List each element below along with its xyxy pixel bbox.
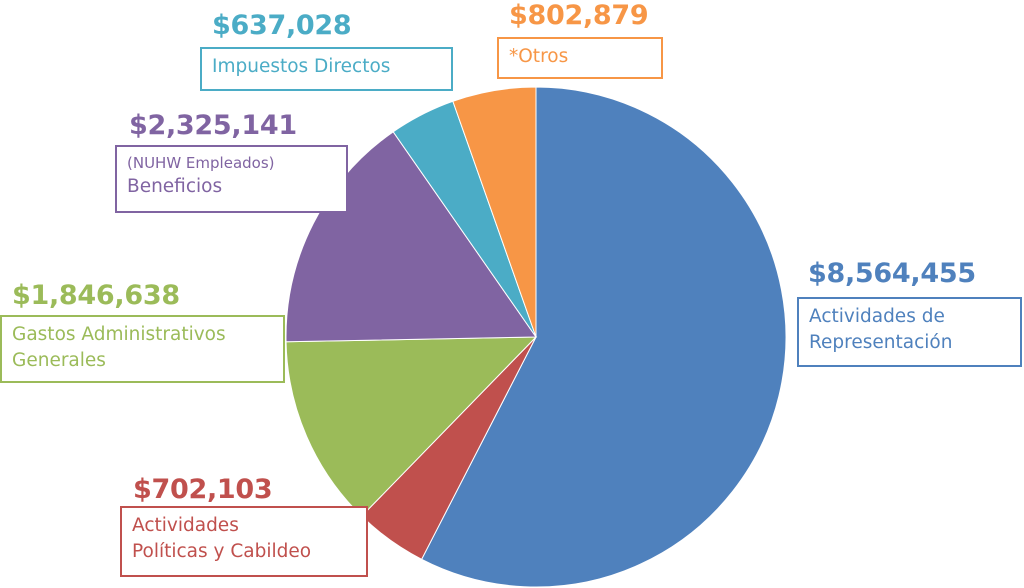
label-gastos-line2: Generales	[12, 350, 106, 371]
pie-slice-beneficios	[285, 131, 537, 343]
pie-slice-otros	[452, 86, 537, 338]
label-beneficios-line1: Beneficios	[127, 176, 223, 197]
label-box-impuestos: Impuestos Directos	[200, 47, 453, 91]
label-box-otros: *Otros	[497, 37, 663, 79]
amount-representacion: $8,564,455	[808, 258, 976, 289]
pie-slice-gastos	[285, 336, 538, 517]
amount-otros: $802,879	[509, 0, 649, 31]
amount-impuestos: $637,028	[212, 10, 352, 41]
label-otros-line1: *Otros	[509, 46, 569, 67]
label-beneficios-sub: (NUHW Empleados)	[127, 154, 275, 172]
pie-slice-representacion	[420, 86, 787, 588]
label-politicas-line1: Actividades	[132, 515, 239, 536]
label-box-beneficios: (NUHW Empleados) Beneficios	[115, 145, 348, 213]
label-box-representacion: Actividades de Representación	[797, 297, 1022, 367]
label-representacion-line2: Representación	[809, 332, 953, 353]
label-impuestos-line1: Impuestos Directos	[212, 56, 391, 77]
label-box-politicas: Actividades Políticas y Cabildeo	[120, 506, 368, 577]
label-politicas-line2: Políticas y Cabildeo	[132, 541, 312, 562]
amount-gastos: $1,846,638	[12, 280, 180, 311]
label-gastos-line1: Gastos Administrativos	[12, 324, 226, 345]
amount-beneficios: $2,325,141	[129, 110, 297, 141]
label-box-gastos: Gastos Administrativos Generales	[0, 315, 285, 383]
amount-politicas: $702,103	[133, 474, 273, 505]
label-representacion-line1: Actividades de	[809, 306, 945, 327]
